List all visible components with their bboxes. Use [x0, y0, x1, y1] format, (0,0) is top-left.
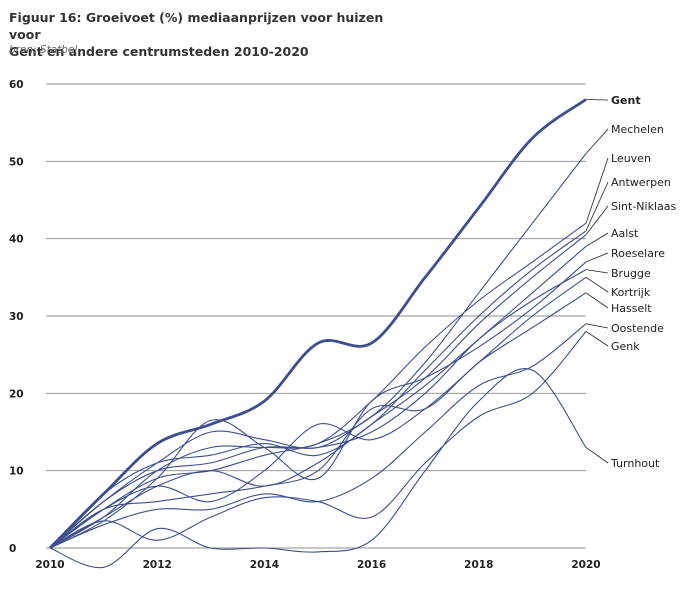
- series-label-sint-niklaas: Sint-Niklaas: [611, 200, 676, 213]
- leader-gent: [585, 99, 609, 101]
- series-label-aalst: Aalst: [611, 227, 639, 240]
- y-tick-30: 30: [9, 311, 24, 323]
- series-label-gent: Gent: [611, 94, 641, 107]
- y-tick-0: 0: [9, 543, 16, 555]
- series-line-gent: [49, 98, 587, 549]
- leader-leuven: [585, 157, 609, 224]
- chart-source: bron: Statbel: [9, 44, 78, 56]
- x-tick-2010: 2010: [35, 559, 64, 571]
- series-line-roeselare: [49, 261, 587, 549]
- series-labels: Gent Mechelen Leuven Antwerpen Sint-Niklaas A…: [610, 94, 676, 470]
- y-tick-50: 50: [9, 156, 24, 168]
- leader-turnhout: [585, 447, 609, 464]
- series-label-hasselt: Hasselt: [611, 302, 652, 315]
- series-line-leuven: [49, 222, 587, 549]
- y-tick-10: 10: [9, 466, 24, 478]
- x-tick-2018: 2018: [464, 559, 493, 571]
- leader-genk: [585, 331, 609, 347]
- series-label-genk: Genk: [611, 340, 640, 353]
- leader-mechelen: [585, 128, 609, 154]
- series-label-turnhout: Turnhout: [610, 457, 660, 470]
- series-line-kortrijk: [49, 276, 587, 549]
- series-label-antwerpen: Antwerpen: [611, 176, 671, 189]
- series-line-mechelen: [49, 153, 587, 549]
- x-axis-ticks: 2010 2012 2014 2016 2018 2020: [35, 559, 600, 571]
- y-axis-ticks: 0 10 20 30 40 50 60: [9, 79, 24, 555]
- leader-sint-niklaas: [585, 205, 609, 236]
- leader-oostende: [585, 323, 609, 329]
- series-lines: [49, 98, 587, 569]
- series-label-leuven: Leuven: [611, 152, 651, 165]
- x-tick-2016: 2016: [357, 559, 386, 571]
- grid-lines: [46, 83, 586, 549]
- y-tick-60: 60: [9, 79, 24, 91]
- x-tick-2012: 2012: [143, 559, 172, 571]
- y-tick-40: 40: [9, 234, 24, 246]
- chart-title-line1: Figuur 16: Groeivoet (%) mediaanprijzen …: [9, 10, 384, 42]
- series-line-turnhout: [49, 368, 587, 569]
- leader-antwerpen: [585, 181, 609, 232]
- x-tick-2020: 2020: [571, 559, 600, 571]
- series-label-kortrijk: Kortrijk: [611, 286, 651, 299]
- leader-kortrijk: [585, 277, 609, 293]
- series-line-antwerpen: [49, 230, 587, 549]
- series-label-roeselare: Roeselare: [611, 247, 665, 260]
- series-line-hasselt: [49, 292, 587, 549]
- label-leaders: [585, 99, 609, 464]
- y-tick-20: 20: [9, 388, 24, 400]
- series-label-oostende: Oostende: [611, 322, 664, 335]
- leader-brugge: [585, 269, 609, 274]
- series-label-brugge: Brugge: [611, 267, 651, 280]
- chart-title: Figuur 16: Groeivoet (%) mediaanprijzen …: [9, 9, 409, 60]
- series-line-genk: [49, 331, 587, 549]
- series-line-brugge: [49, 269, 587, 549]
- leader-hasselt: [585, 292, 609, 309]
- series-line-aalst: [49, 245, 587, 549]
- x-tick-2014: 2014: [250, 559, 279, 571]
- series-label-mechelen: Mechelen: [611, 123, 664, 136]
- leader-roeselare: [585, 252, 609, 263]
- leader-aalst: [585, 232, 609, 247]
- series-line-oostende: [49, 323, 587, 549]
- chart-title-line2: Gent en andere centrumsteden 2010-2020: [9, 44, 309, 59]
